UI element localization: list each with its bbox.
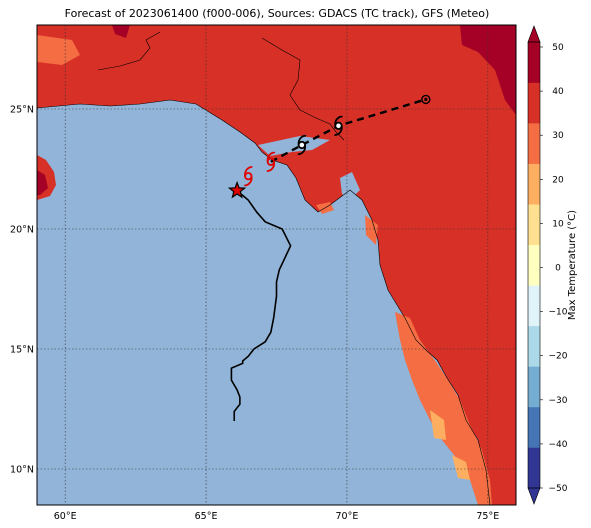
forecast-storm-symbols-black <box>297 94 431 156</box>
storm-symbol-arm <box>297 144 307 156</box>
past-track-line <box>230 189 292 421</box>
storm-symbol-arm <box>334 115 343 126</box>
x-tick-label: 65°E <box>195 511 218 522</box>
cool-zone-ghats-1 <box>430 410 446 440</box>
country-border-iran-pakistan <box>97 31 161 71</box>
colorbar-segment <box>528 285 540 327</box>
storm-symbol-arm <box>244 166 253 177</box>
y-tick-label: 25°N <box>10 105 34 116</box>
colorbar-segment <box>528 244 540 286</box>
storm-symbol-arm <box>266 151 276 162</box>
colorbar-segment <box>528 325 540 367</box>
map-area <box>37 25 516 505</box>
warm-zone-north-west <box>37 35 80 65</box>
storm-end-dot <box>424 97 428 101</box>
colorbar-tick-label: 40 <box>552 87 564 97</box>
colorbar-tick-label: −10 <box>549 308 568 318</box>
colorbar-segment <box>528 82 540 124</box>
colorbar-segment <box>528 204 540 246</box>
x-tick-label: 70°E <box>336 511 359 522</box>
storm-symbol-arm <box>334 125 343 136</box>
warm-zone-plateau <box>365 215 378 245</box>
storm-end-symbol <box>421 94 431 105</box>
forecast-storm-symbols-red <box>243 151 276 187</box>
x-tick-label: 75°E <box>476 511 499 522</box>
colorbar-frame <box>527 41 541 489</box>
hot-zone-north-west <box>112 25 130 38</box>
storm-symbol-arm <box>266 161 276 172</box>
oman-hot-zone <box>37 170 48 195</box>
y-tick-label: 10°N <box>10 465 34 476</box>
colorbar-tick-label: −40 <box>549 440 568 450</box>
coastline <box>37 99 491 505</box>
storm-symbol-fill <box>298 141 306 149</box>
colorbar-tick-label: 0 <box>555 264 561 274</box>
colorbar-tick-label: 30 <box>552 131 564 141</box>
colorbar-segment <box>528 123 540 164</box>
cool-zone-ghats-2 <box>452 455 470 480</box>
gulf-of-kutch <box>258 136 330 156</box>
storm-symbol-arm <box>297 134 307 146</box>
current-position-star <box>227 180 247 199</box>
colorbar-label: Max Temperature (°C) <box>567 210 578 320</box>
y-axis-ticks: 25°N 20°N 15°N 10°N <box>10 105 34 476</box>
colorbar-segment <box>528 42 540 83</box>
colorbar-extend-min <box>527 487 541 505</box>
colorbar-extend-max <box>527 25 541 43</box>
colorbar-tick-label: 50 <box>552 43 564 53</box>
country-border-pakistan-india <box>261 37 345 141</box>
y-tick-label: 15°N <box>10 345 34 356</box>
x-tick-label: 60°E <box>54 511 77 522</box>
forecast-track-line <box>270 98 427 163</box>
storm-symbol-arm <box>243 176 253 187</box>
y-tick-label: 20°N <box>10 225 34 236</box>
map-frame <box>36 24 517 506</box>
graticule <box>37 25 516 505</box>
colorbar-tick-label: 20 <box>552 175 564 185</box>
storm-symbol-fill <box>335 122 342 129</box>
figure-title: Forecast of 2023061400 (f000-006), Sourc… <box>65 7 490 20</box>
colorbar-tick-label: 10 <box>552 219 564 229</box>
colorbar: 50 40 30 20 10 0 −10 −20 −30 −40 −50 <box>527 25 568 505</box>
x-axis-ticks: 60°E 65°E 70°E 75°E <box>54 511 499 522</box>
colorbar-tick-label: −30 <box>549 396 568 406</box>
colorbar-segment <box>528 163 540 205</box>
colorbar-tick-label: −20 <box>549 352 568 362</box>
colorbar-segment <box>528 366 540 408</box>
colorbar-segment <box>528 406 540 448</box>
colorbar-segment <box>528 447 540 489</box>
warm-zone-west-coast <box>395 312 492 505</box>
land-mass <box>37 25 516 505</box>
gulf-of-khambhat <box>340 172 360 200</box>
hot-zone-north-east <box>460 25 516 115</box>
colorbar-tick-label: −50 <box>549 484 568 494</box>
